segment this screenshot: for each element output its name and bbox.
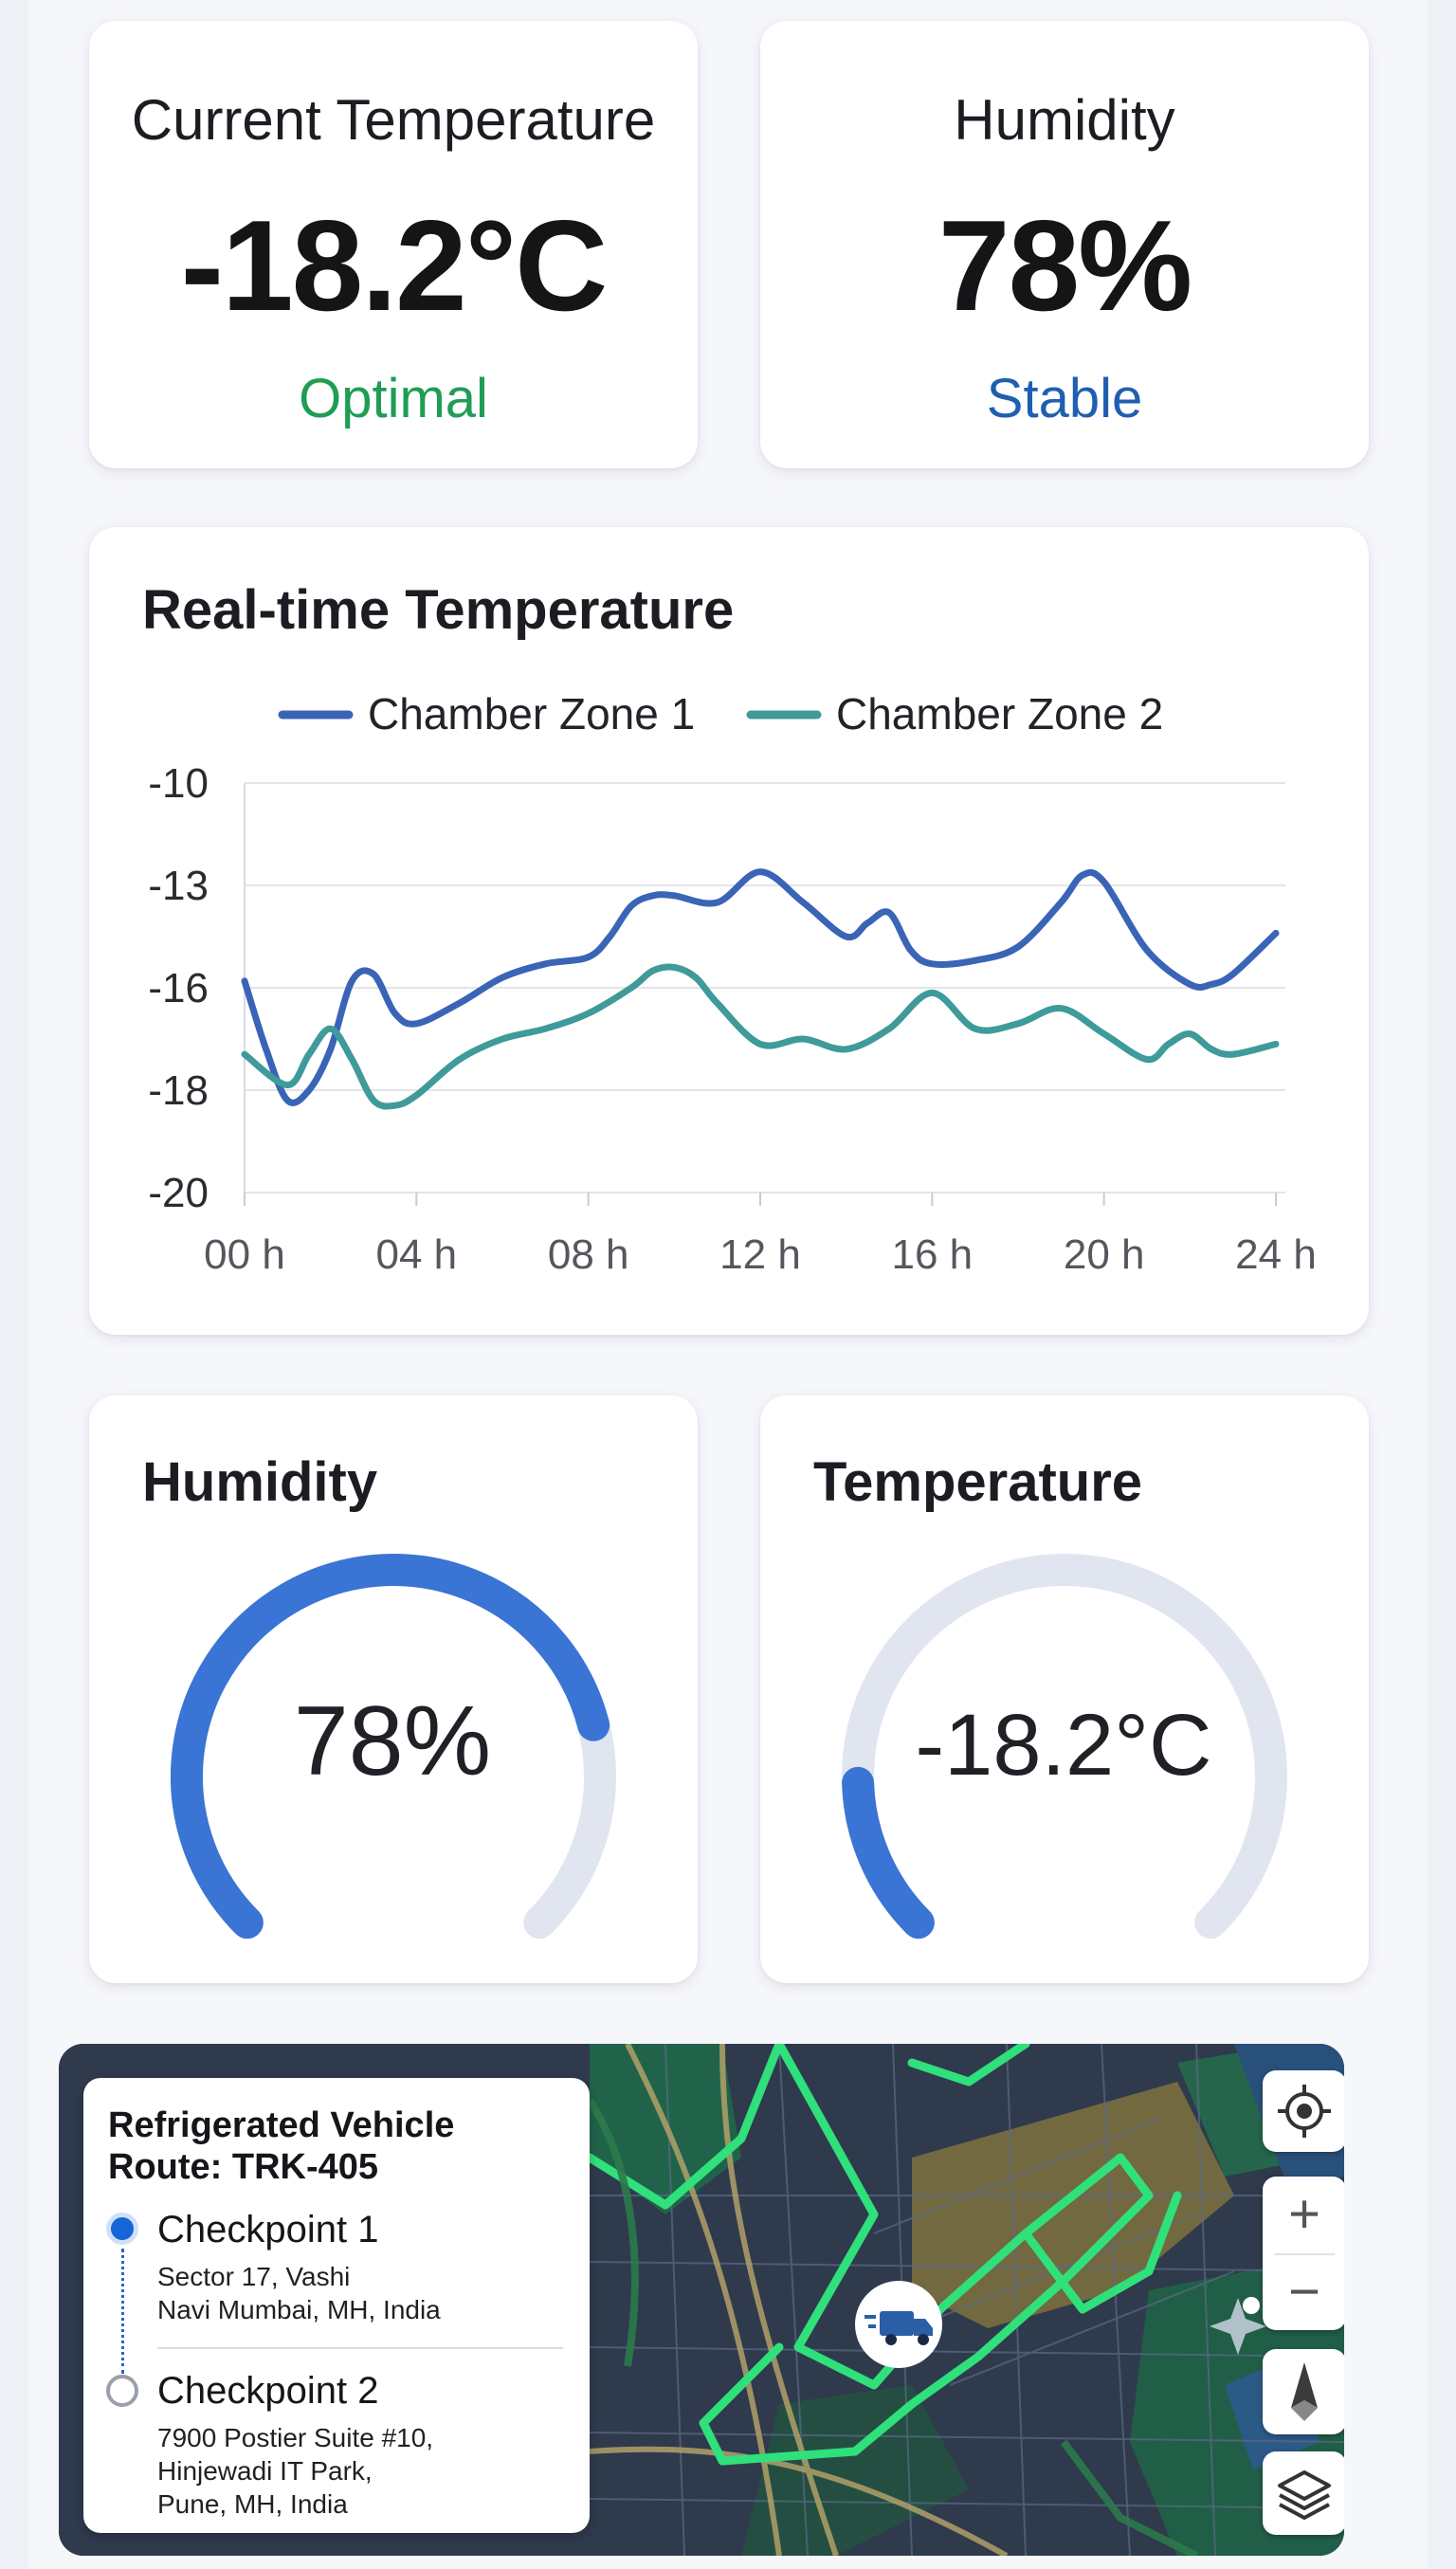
current-temperature-value: -18.2°C <box>180 193 609 337</box>
checkpoint-divider <box>157 2347 563 2349</box>
legend-label: Chamber Zone 2 <box>836 689 1163 738</box>
legend-label: Chamber Zone 1 <box>368 689 695 738</box>
zoom-control: + − <box>1263 2177 1344 2330</box>
checkpoint-1-address: Sector 17, Vashi Navi Mumbai, MH, India <box>157 2260 441 2326</box>
temperature-gauge: -18.2°C <box>842 1554 1287 1940</box>
x-tick-label: 20 h <box>1064 1231 1145 1278</box>
x-tick-label: 00 h <box>204 1231 285 1278</box>
current-temperature-card: Current Temperature -18.2°C Optimal <box>89 21 698 468</box>
chart-gridlines <box>244 782 1285 1193</box>
chart-legend: Chamber Zone 1 Chamber Zone 2 <box>278 689 1163 738</box>
locate-icon <box>1278 2085 1331 2138</box>
checkpoint-1-address-line: Sector 17, Vashi <box>157 2262 351 2291</box>
humidity-card: Humidity 78% Stable <box>760 21 1369 468</box>
chart-series <box>241 868 1280 1110</box>
checkpoint-1-dot <box>106 2213 138 2245</box>
checkpoint-2-address-line: Hinjewadi IT Park, <box>157 2456 373 2486</box>
layers-icon <box>1278 2470 1331 2520</box>
y-tick-label: -10 <box>148 760 209 807</box>
humidity-label: Humidity <box>954 88 1175 152</box>
humidity-gauge-title: Humidity <box>142 1451 378 1513</box>
series-line <box>241 868 1280 1106</box>
temperature-status-text: Optimal <box>299 368 488 429</box>
checkpoint-2-address: 7900 Postier Suite #10, Hinjewadi IT Par… <box>157 2421 433 2521</box>
compass-button[interactable] <box>1263 2349 1344 2434</box>
x-tick-label: 12 h <box>719 1231 801 1278</box>
layers-button[interactable] <box>1263 2451 1344 2535</box>
zoom-in-icon[interactable]: + <box>1288 2183 1320 2245</box>
realtime-temperature-card: Real-time Temperature Chamber Zone 1 Cham… <box>89 527 1369 1335</box>
zoom-divider <box>1274 2253 1335 2255</box>
y-tick-label: -20 <box>148 1170 209 1216</box>
x-tick-label: 08 h <box>548 1231 629 1278</box>
humidity-status-text: Stable <box>986 368 1143 429</box>
route-info-panel: Refrigerated Vehicle Route: TRK-405 Chec… <box>83 2078 590 2533</box>
x-tick-label: 04 h <box>376 1231 458 1278</box>
humidity-gauge-fill <box>171 1554 610 1940</box>
current-temperature-label: Current Temperature <box>131 88 656 152</box>
temperature-gauge-value: -18.2°C <box>916 1697 1212 1794</box>
chart-y-axis: -10 -13 -16 -18 -20 <box>148 760 209 1216</box>
y-tick-label: -13 <box>148 863 209 909</box>
checkpoint-1-address-line: Navi Mumbai, MH, India <box>157 2295 441 2324</box>
humidity-gauge-card: Humidity 78% <box>89 1395 698 1983</box>
chart-title: Real-time Temperature <box>142 579 735 641</box>
checkpoint-2-name: Checkpoint 2 <box>157 2370 379 2412</box>
temperature-line-chart: Chamber Zone 1 Chamber Zone 2 -10-13-16-1… <box>148 689 1317 1278</box>
route-title: Refrigerated Vehicle Route: TRK-405 <box>108 2105 455 2187</box>
x-tick-label: 16 h <box>892 1231 974 1278</box>
truck-icon <box>864 2311 933 2345</box>
zoom-out-icon[interactable]: − <box>1288 2261 1320 2323</box>
locate-button[interactable] <box>1263 2070 1344 2152</box>
y-tick-label: -18 <box>148 1067 209 1114</box>
y-tick-label: -16 <box>148 965 209 1011</box>
checkpoint-2-dot <box>106 2375 138 2407</box>
temperature-gauge-fill <box>842 1766 935 1940</box>
checkpoint-1-name: Checkpoint 1 <box>157 2209 379 2250</box>
route-connector <box>121 2249 124 2374</box>
chart-x-axis: 00 h 04 h 08 h 12 h 16 h 20 h 24 h <box>204 1193 1317 1278</box>
x-tick-label: 24 h <box>1235 1231 1317 1278</box>
series-line <box>241 963 1280 1110</box>
destination-marker[interactable] <box>1210 2297 1266 2355</box>
humidity-gauge-value: 78% <box>294 1686 491 1796</box>
temperature-gauge-title: Temperature <box>813 1451 1143 1513</box>
compass-icon <box>1291 2362 1318 2421</box>
humidity-value: 78% <box>937 193 1192 337</box>
checkpoint-2-address-line: Pune, MH, India <box>157 2489 348 2519</box>
temperature-gauge-card: Temperature -18.2°C <box>760 1395 1369 1983</box>
humidity-gauge: 78% <box>171 1554 616 1940</box>
route-map[interactable]: Refrigerated Vehicle Route: TRK-405 Chec… <box>59 2044 1344 2556</box>
checkpoint-2-address-line: 7900 Postier Suite #10, <box>157 2423 434 2452</box>
